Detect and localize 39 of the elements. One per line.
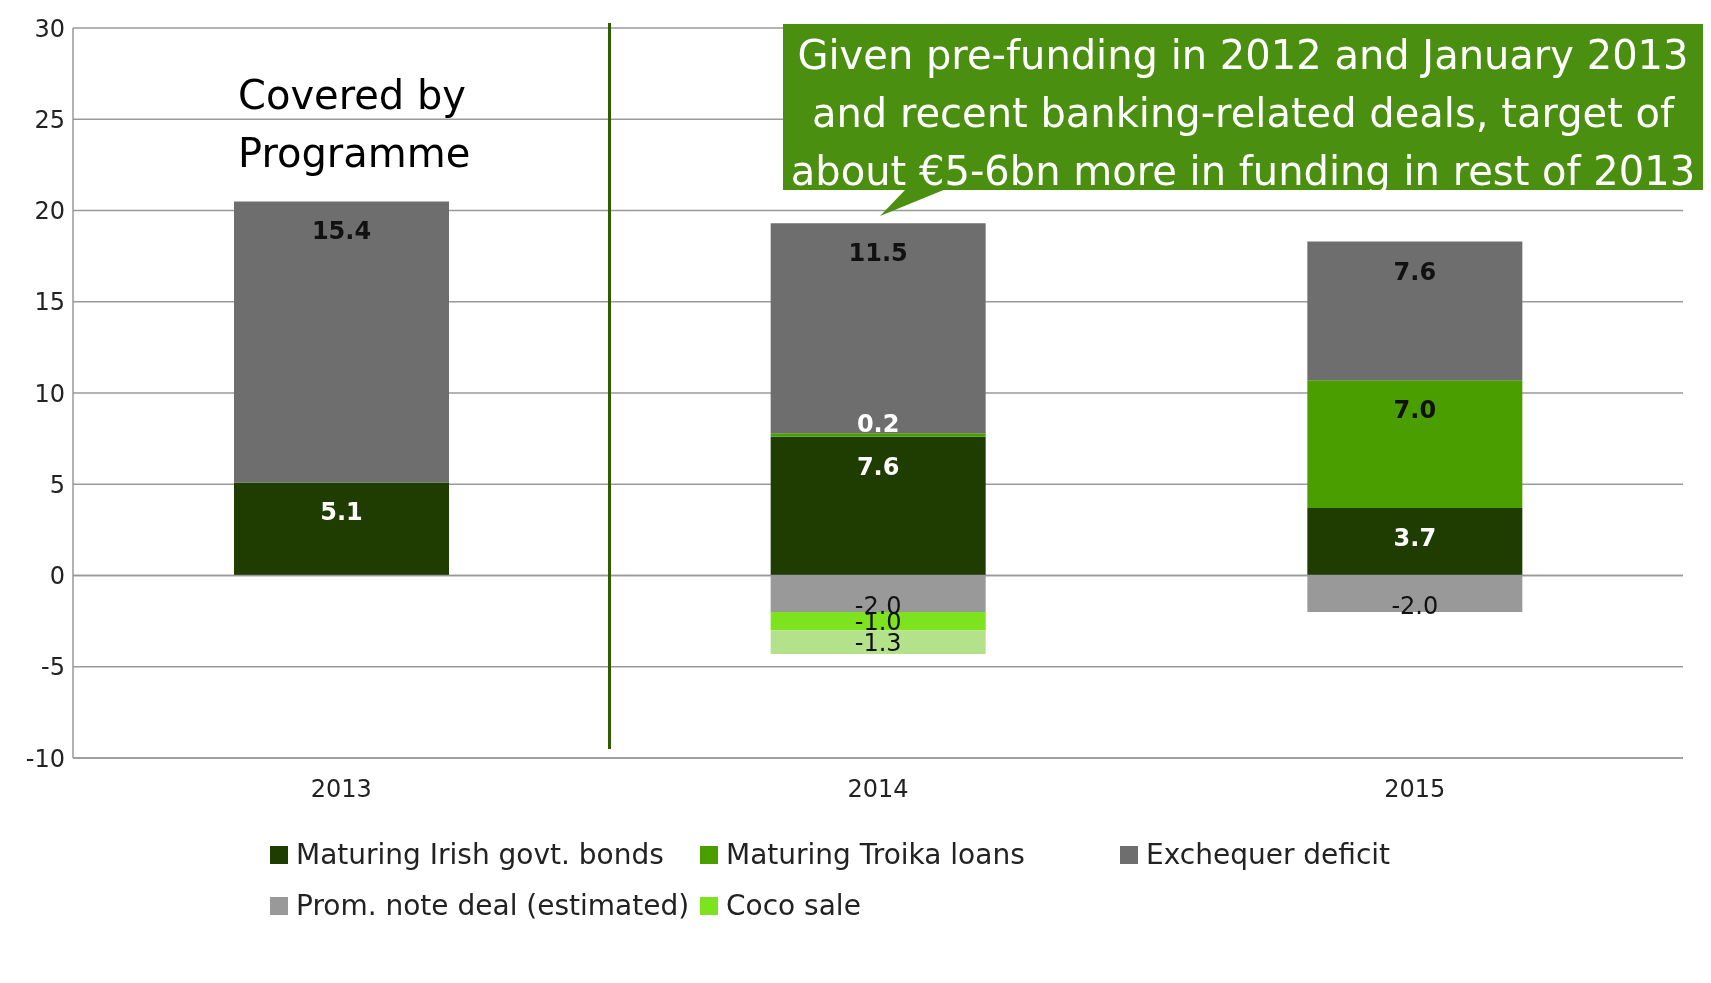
data-label: 7.6 (856, 452, 900, 481)
data-label: 5.1 (320, 498, 363, 527)
legend-label: Prom. note deal (estimated) (296, 889, 690, 922)
y-tick-label: 5 (49, 470, 65, 499)
y-tick-label: -5 (41, 653, 65, 682)
bar (234, 482, 449, 576)
bar (1307, 241, 1523, 381)
bar (770, 630, 986, 654)
data-label: -2.0 (1391, 591, 1439, 620)
legend-label: Exchequer deficit (1146, 838, 1391, 871)
y-tick-label: 0 (49, 562, 65, 591)
bar (1307, 507, 1523, 576)
legend-label: Coco sale (726, 889, 861, 922)
data-label: 7.6 (1393, 257, 1437, 286)
bar (770, 436, 986, 576)
data-label: 15.4 (311, 217, 372, 246)
x-tick-label: 2015 (1384, 775, 1446, 804)
y-tick-label: 10 (34, 379, 65, 408)
y-tick-label: 15 (34, 288, 65, 317)
data-label: 11.5 (848, 239, 908, 268)
x-tick-label: 2014 (847, 775, 909, 804)
data-label: 0.2 (856, 409, 900, 438)
bar (234, 201, 449, 483)
bar (770, 223, 986, 434)
bar (770, 612, 986, 631)
annotation: Covered by Programme (238, 71, 472, 178)
y-tick-label: 25 (34, 105, 65, 134)
y-tick-label: 30 (34, 14, 65, 43)
data-label: 7.0 (1393, 396, 1437, 425)
bar (1307, 380, 1523, 508)
y-tick-label: 20 (34, 197, 65, 226)
x-tick-label: 2013 (310, 775, 372, 804)
legend-label: Maturing Troika loans (726, 838, 1025, 871)
data-label: 3.7 (1393, 523, 1437, 552)
data-label: -1.3 (854, 629, 902, 658)
bar (770, 433, 986, 437)
y-tick-label: -10 (25, 744, 65, 773)
legend-label: Maturing Irish govt. bonds (296, 838, 664, 871)
annotation: Given pre-funding in 2012 and January 2013 and recent banking-related deals, target of about €5-6bn more in funding in rest of 2013 (789, 31, 1697, 194)
